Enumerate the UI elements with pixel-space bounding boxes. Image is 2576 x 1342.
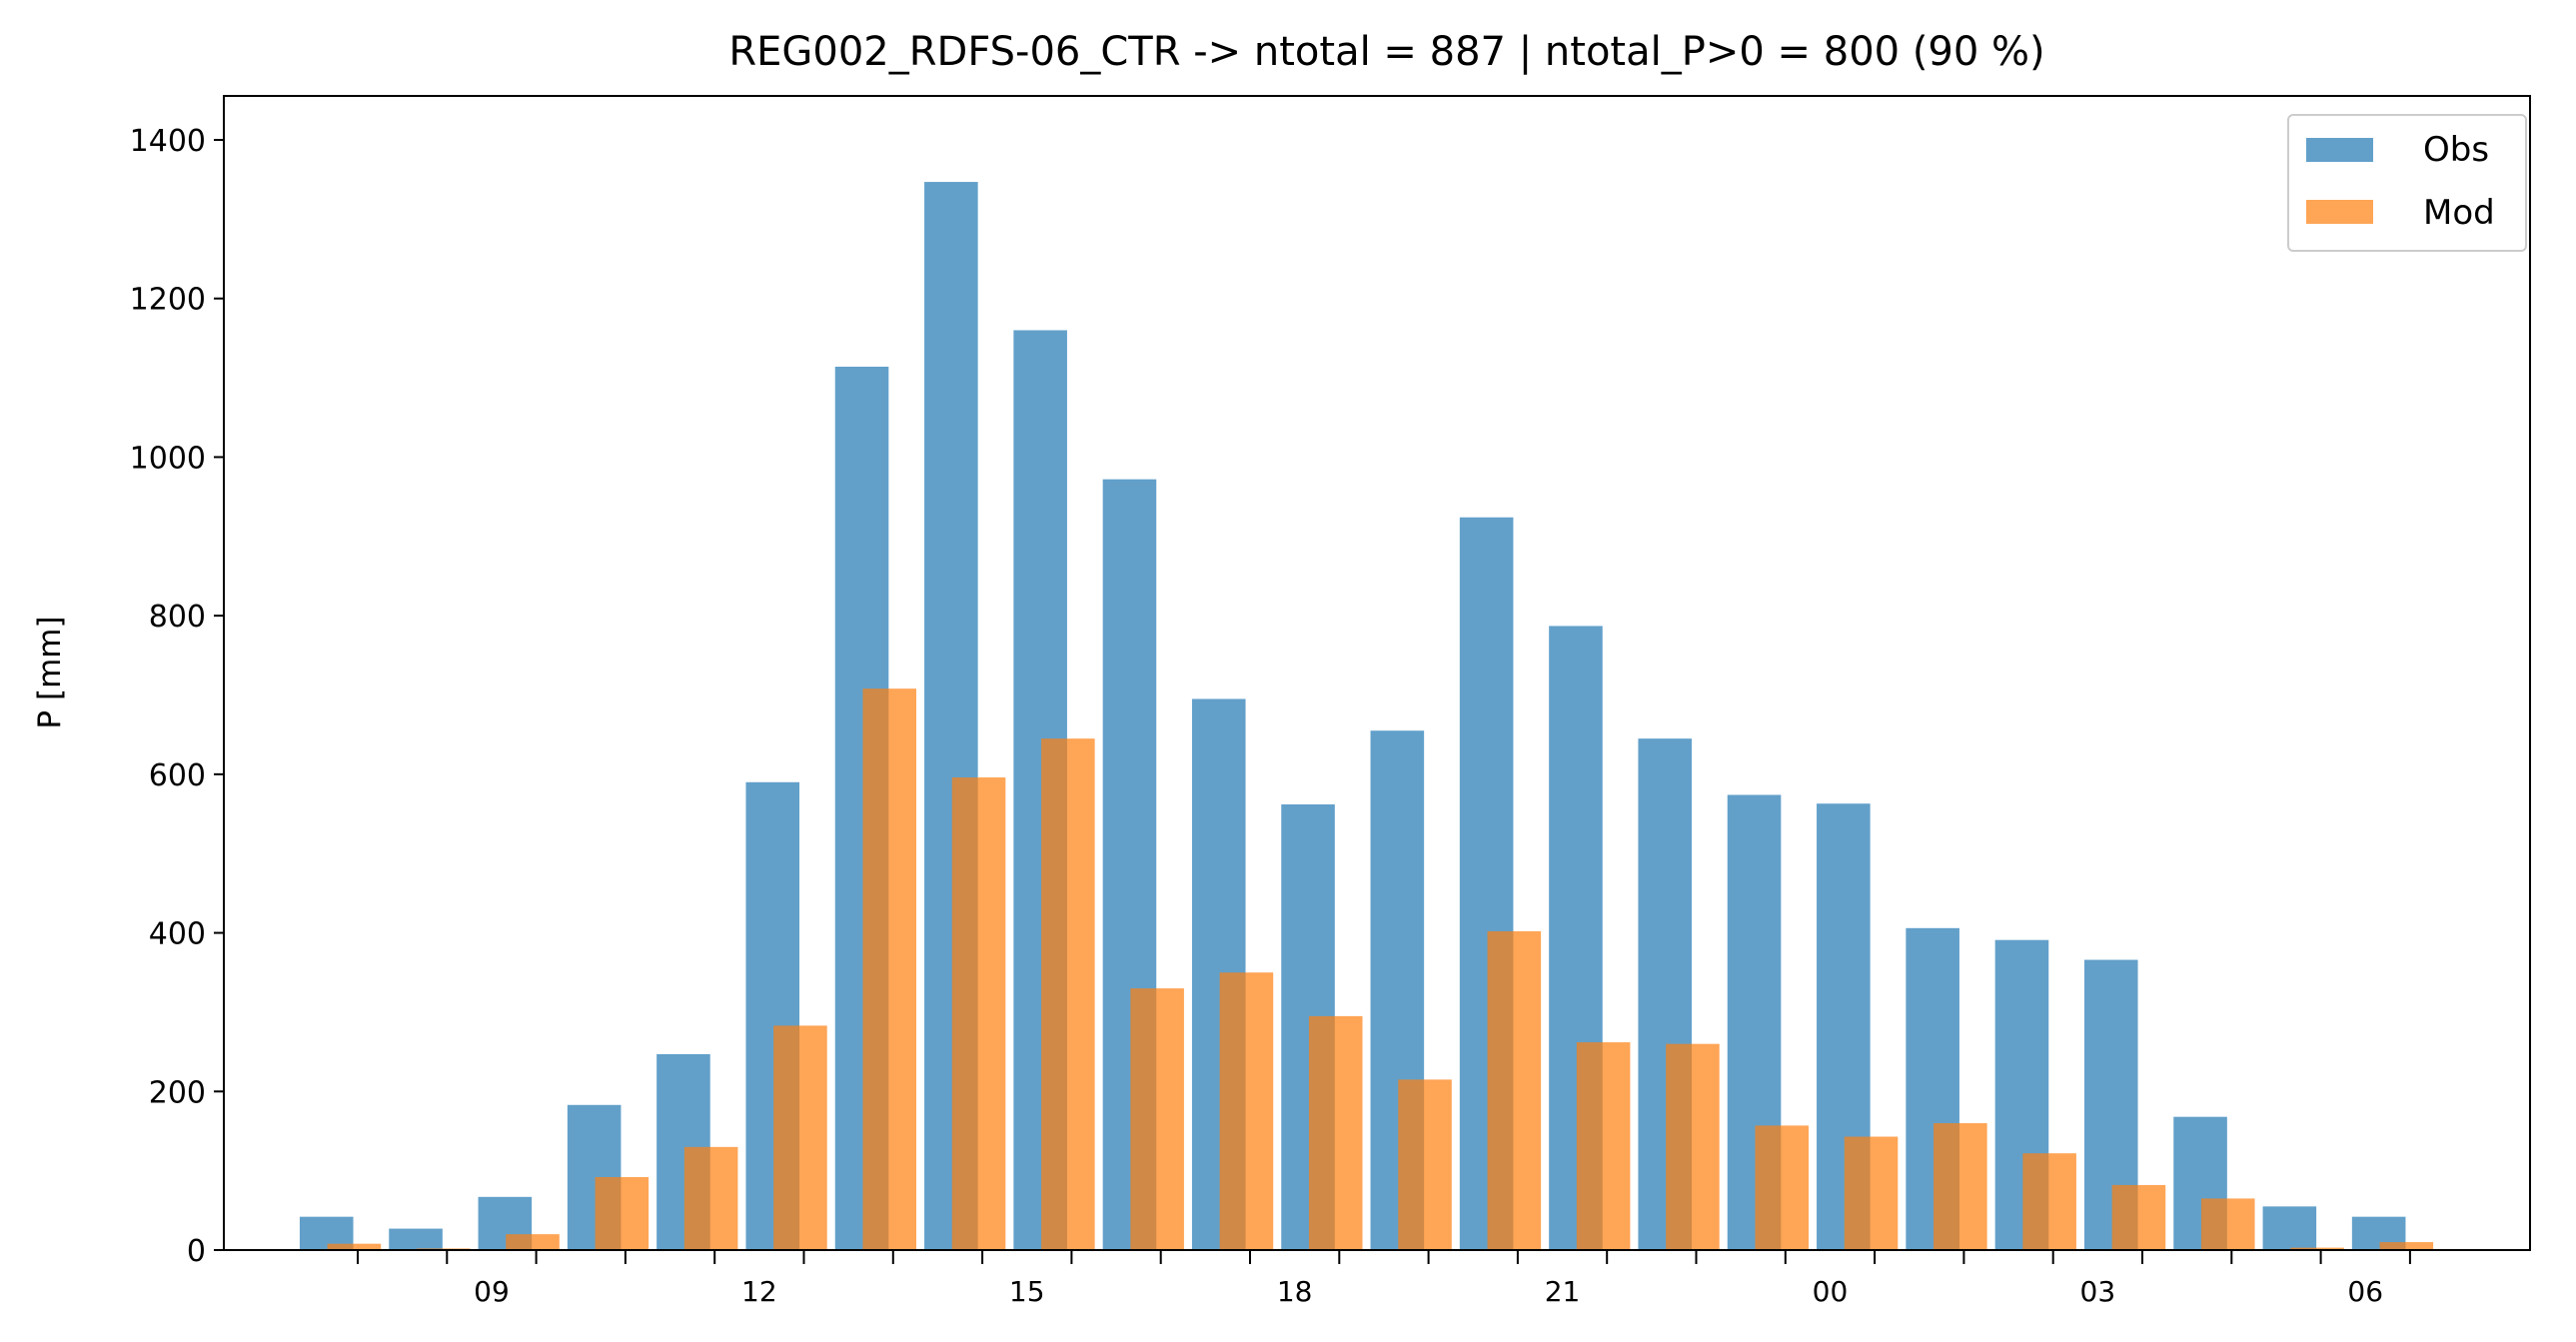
bar-mod-03 — [2022, 1153, 2076, 1250]
legend-label-mod: Mod — [2423, 193, 2495, 233]
x-tick-label-09: 09 — [474, 1275, 510, 1308]
bar-mod-23 — [1666, 1043, 1720, 1250]
bar-mod-08 — [327, 1243, 382, 1250]
y-tick-label-600: 600 — [149, 758, 206, 793]
y-tick-label-400: 400 — [149, 917, 206, 952]
obs-bars — [299, 182, 2406, 1251]
bar-mod-21 — [1487, 930, 1542, 1250]
x-tick-label-18: 18 — [1277, 1275, 1313, 1308]
x-tick-label-15: 15 — [1009, 1275, 1045, 1308]
x-tick-label-00: 00 — [1813, 1275, 1849, 1308]
bar-mod-05 — [2200, 1198, 2255, 1250]
y-tick-label-800: 800 — [149, 600, 206, 635]
y-tick-label-1000: 1000 — [130, 441, 206, 476]
x-tick-label-06: 06 — [2347, 1275, 2383, 1308]
x-tick-label-12: 12 — [741, 1275, 777, 1308]
bar-mod-19 — [1308, 1015, 1363, 1250]
y-tick-label-1400: 1400 — [130, 124, 206, 159]
bar-mod-13 — [773, 1025, 827, 1250]
bar-mod-00 — [1755, 1125, 1810, 1250]
chart-title: REG002_RDFS-06_CTR -> ntotal = 887 | nto… — [728, 29, 2044, 75]
bar-mod-02 — [1933, 1123, 1987, 1250]
legend-swatch-obs — [2306, 138, 2373, 162]
x-axis: 09 12 15 18 21 00 03 06 — [357, 1250, 2411, 1308]
bar-mod-14 — [862, 688, 917, 1250]
bar-mod-12 — [683, 1146, 738, 1250]
bar-mod-16 — [1041, 738, 1095, 1250]
x-tick-label-21: 21 — [1545, 1275, 1581, 1308]
bar-mod-10 — [506, 1234, 560, 1250]
x-tick-label-03: 03 — [2080, 1275, 2116, 1308]
y-tick-label-1200: 1200 — [130, 283, 206, 318]
bar-mod-06 — [2290, 1247, 2344, 1250]
bar-mod-17 — [1130, 988, 1184, 1250]
legend-label-obs: Obs — [2423, 130, 2489, 170]
legend: Obs Mod — [2287, 114, 2527, 252]
bar-obs-09 — [389, 1228, 443, 1250]
bar-mod-20 — [1398, 1079, 1452, 1250]
y-axis-label: P [mm] — [32, 616, 68, 728]
bar-mod-07 — [2379, 1242, 2434, 1250]
bar-mod-15 — [951, 777, 1006, 1250]
bar-mod-22 — [1576, 1042, 1631, 1250]
mod-bars — [327, 688, 2434, 1250]
plot-frame — [223, 95, 2531, 1251]
bar-obs-06 — [2262, 1206, 2317, 1250]
y-tick-label-0: 0 — [187, 1234, 206, 1269]
bar-mod-01 — [1844, 1136, 1899, 1250]
y-tick-label-200: 200 — [149, 1075, 206, 1110]
bar-mod-04 — [2111, 1184, 2166, 1250]
bar-mod-11 — [595, 1176, 649, 1250]
legend-swatch-mod — [2306, 200, 2373, 224]
y-axis: 0 200 400 600 800 1000 1200 1400 — [130, 124, 224, 1269]
bar-mod-18 — [1219, 972, 1274, 1250]
